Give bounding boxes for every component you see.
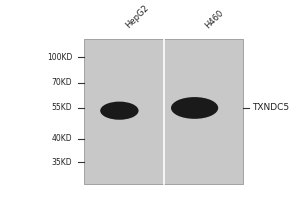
Ellipse shape	[171, 97, 218, 119]
Text: 40KD: 40KD	[52, 134, 72, 143]
Ellipse shape	[100, 102, 139, 120]
Text: 100KD: 100KD	[47, 53, 72, 62]
Text: 55KD: 55KD	[52, 103, 72, 112]
FancyBboxPatch shape	[84, 39, 243, 184]
Text: H460: H460	[203, 8, 226, 30]
Text: HepG2: HepG2	[124, 3, 151, 30]
Text: 70KD: 70KD	[52, 78, 72, 87]
Ellipse shape	[106, 109, 133, 118]
Ellipse shape	[178, 106, 211, 117]
Text: TXNDC5: TXNDC5	[252, 103, 289, 112]
Text: 35KD: 35KD	[52, 158, 72, 167]
